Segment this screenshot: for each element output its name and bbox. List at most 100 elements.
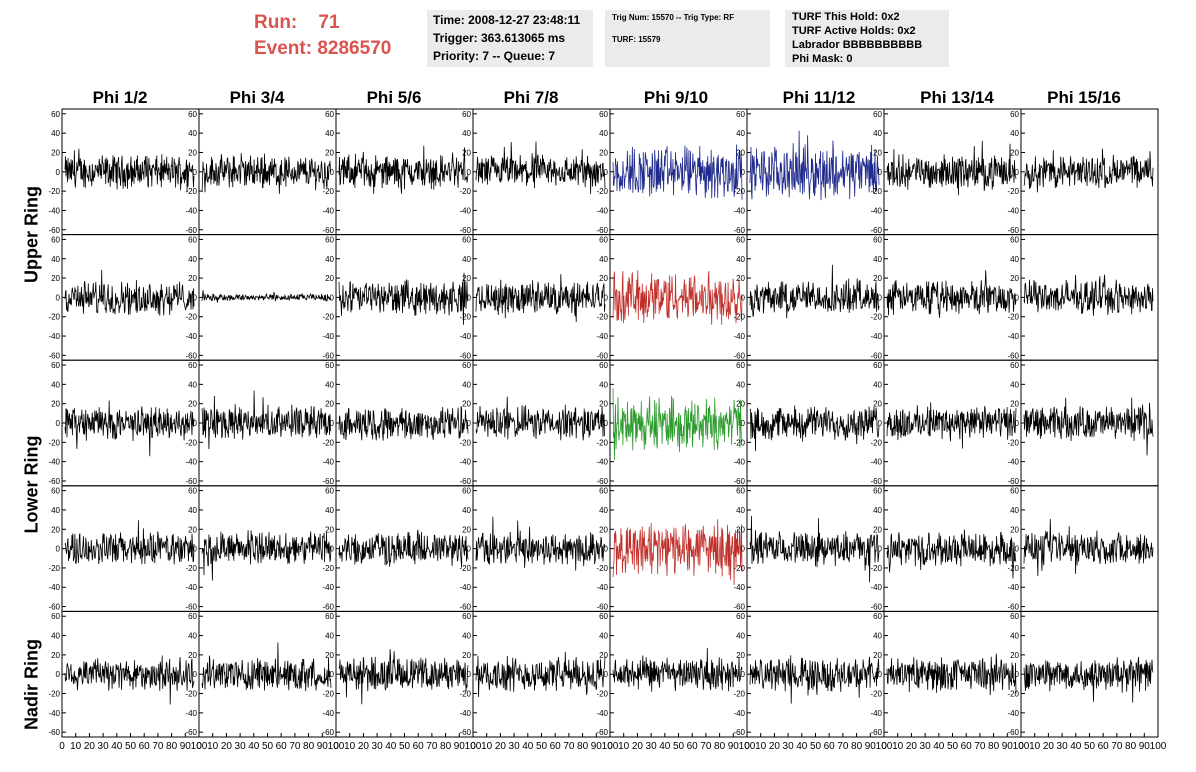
y-tick-label: -40 — [870, 583, 882, 592]
y-tick-label: 20 — [188, 274, 197, 283]
y-tick-label: 40 — [1010, 129, 1019, 138]
y-tick-label: -40 — [596, 206, 608, 215]
y-tick-label: 0 — [604, 419, 609, 428]
x-tick-label: 100 — [1013, 741, 1030, 752]
event-value: 8286570 — [317, 38, 392, 59]
x-tick-label: 90 — [1002, 741, 1014, 752]
y-tick-label: 60 — [325, 487, 334, 496]
x-tick-label: 50 — [125, 741, 137, 752]
y-tick-label: -20 — [596, 690, 608, 699]
x-tick-label: 40 — [659, 741, 671, 752]
waveform-trace-r1c2 — [338, 272, 469, 325]
y-tick-label: 40 — [325, 632, 334, 641]
y-tick-label: 0 — [467, 293, 472, 302]
x-tick-label: 80 — [851, 741, 863, 752]
y-tick-label: 0 — [604, 168, 609, 177]
y-tick-label: 0 — [56, 545, 61, 554]
y-tick-label: 0 — [1015, 293, 1020, 302]
y-tick-label: -40 — [1007, 332, 1019, 341]
x-tick-label: 40 — [1070, 741, 1082, 752]
x-tick-label: 30 — [783, 741, 795, 752]
y-tick-label: -20 — [48, 564, 60, 573]
y-tick-label: 60 — [599, 612, 608, 621]
y-tick-label: 60 — [736, 361, 745, 370]
y-tick-label: 20 — [873, 651, 882, 660]
priority-text: Priority: 7 -- Queue: 7 — [433, 49, 556, 63]
trigger-text: Trigger: 363.613065 ms — [433, 31, 566, 45]
x-tick-label: 30 — [646, 741, 658, 752]
y-tick-label: -20 — [322, 438, 334, 447]
y-tick-label: -20 — [48, 313, 60, 322]
y-tick-label: 0 — [56, 670, 61, 679]
waveform-trace-r2c1 — [201, 390, 332, 450]
y-tick-label: -20 — [870, 187, 882, 196]
y-tick-label: 0 — [467, 168, 472, 177]
y-tick-label: -60 — [870, 728, 882, 737]
y-tick-label: 20 — [1010, 525, 1019, 534]
waveform-trace-r2c5 — [749, 405, 880, 452]
y-tick-label: 60 — [462, 487, 471, 496]
y-tick-label: 40 — [51, 129, 60, 138]
y-tick-label: -20 — [1007, 313, 1019, 322]
y-tick-label: 0 — [193, 293, 198, 302]
y-tick-label: 40 — [325, 506, 334, 515]
y-tick-label: 0 — [330, 545, 335, 554]
run-label: Run: — [254, 12, 298, 33]
y-tick-label: 60 — [873, 361, 882, 370]
x-tick-label: 80 — [988, 741, 1000, 752]
y-tick-label: 20 — [873, 400, 882, 409]
y-tick-label: 60 — [599, 110, 608, 119]
y-tick-label: 20 — [736, 651, 745, 660]
y-tick-label: 0 — [330, 670, 335, 679]
waveform-trace-r0c7 — [1023, 148, 1154, 193]
x-tick-label: 20 — [906, 741, 918, 752]
y-tick-label: 60 — [51, 361, 60, 370]
y-tick-label: 20 — [599, 400, 608, 409]
y-tick-label: 40 — [188, 380, 197, 389]
labrador-text: Labrador BBBBBBBBBB — [792, 39, 923, 51]
y-tick-label: 60 — [188, 487, 197, 496]
x-tick-label: 70 — [426, 741, 438, 752]
y-tick-label: -20 — [596, 564, 608, 573]
y-tick-label: -40 — [185, 583, 197, 592]
x-tick-label: 70 — [974, 741, 986, 752]
waveform-trace-r0c0 — [64, 148, 195, 192]
waveform-trace-r0c6 — [886, 140, 1017, 196]
waveform-trace-r0c4 — [612, 144, 743, 200]
x-tick-label: 60 — [687, 741, 699, 752]
y-tick-label: 60 — [736, 612, 745, 621]
y-tick-label: 40 — [462, 380, 471, 389]
y-tick-label: -20 — [733, 313, 745, 322]
waveform-trace-r4c5 — [749, 655, 880, 704]
waveform-trace-r1c7 — [1023, 274, 1154, 316]
y-tick-label: 40 — [51, 632, 60, 641]
event-label: Event: — [254, 38, 313, 59]
waveform-trace-r0c2 — [338, 145, 469, 194]
y-tick-label: 20 — [873, 148, 882, 157]
y-tick-label: -40 — [733, 332, 745, 341]
y-tick-label: 20 — [599, 525, 608, 534]
waveform-trace-r4c7 — [1023, 656, 1154, 703]
y-tick-label: 0 — [330, 419, 335, 428]
y-tick-label: 20 — [188, 400, 197, 409]
y-tick-label: 20 — [325, 400, 334, 409]
waveform-trace-r0c3 — [475, 141, 606, 195]
waveform-trace-r2c6 — [886, 402, 1017, 449]
col-header-3: Phi 5/6 — [366, 88, 422, 107]
x-tick-label: 10 — [70, 741, 82, 752]
x-tick-label: 20 — [1043, 741, 1055, 752]
y-tick-label: -60 — [185, 728, 197, 737]
y-tick-label: 40 — [873, 255, 882, 264]
x-tick-label: 70 — [837, 741, 849, 752]
turf-box: TURF This Hold: 0x2 TURF Active Holds: 0… — [785, 10, 949, 67]
time-trigger-box: Time: 2008-12-27 23:48:11 Trigger: 363.6… — [427, 10, 593, 67]
y-tick-label: -60 — [185, 603, 197, 612]
x-tick-label: 0 — [470, 741, 476, 752]
x-tick-label: 80 — [166, 741, 178, 752]
y-tick-label: -40 — [48, 206, 60, 215]
x-tick-label: 0 — [333, 741, 339, 752]
x-tick-label: 60 — [413, 741, 425, 752]
waveform-trace-r4c0 — [64, 655, 195, 705]
phi-mask-text: Phi Mask: 0 — [792, 53, 853, 65]
y-tick-label: -20 — [733, 187, 745, 196]
